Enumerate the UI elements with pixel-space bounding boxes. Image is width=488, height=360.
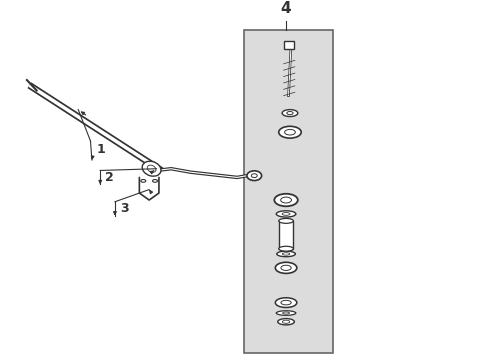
- Ellipse shape: [280, 300, 290, 305]
- Ellipse shape: [282, 109, 297, 117]
- Ellipse shape: [282, 212, 289, 215]
- Ellipse shape: [278, 246, 293, 251]
- Ellipse shape: [280, 265, 290, 270]
- Ellipse shape: [276, 251, 295, 257]
- Bar: [283, 41, 294, 49]
- Ellipse shape: [275, 298, 296, 307]
- Ellipse shape: [286, 112, 292, 114]
- Ellipse shape: [278, 219, 293, 223]
- Ellipse shape: [274, 194, 297, 206]
- Ellipse shape: [142, 161, 161, 176]
- Ellipse shape: [276, 311, 295, 315]
- Ellipse shape: [276, 211, 295, 217]
- Ellipse shape: [275, 262, 296, 273]
- Bar: [278, 221, 293, 249]
- Ellipse shape: [147, 165, 156, 172]
- Ellipse shape: [282, 253, 289, 255]
- Ellipse shape: [152, 180, 157, 182]
- Text: 1: 1: [96, 143, 105, 156]
- Text: 3: 3: [120, 202, 128, 215]
- Ellipse shape: [278, 126, 301, 138]
- Text: 4: 4: [280, 1, 291, 16]
- Ellipse shape: [284, 130, 295, 135]
- Ellipse shape: [141, 180, 145, 182]
- Ellipse shape: [282, 312, 289, 314]
- Ellipse shape: [251, 174, 257, 177]
- Ellipse shape: [246, 171, 261, 181]
- Text: 2: 2: [105, 171, 114, 184]
- Ellipse shape: [280, 197, 291, 203]
- Ellipse shape: [282, 320, 289, 323]
- Bar: [244, 30, 332, 353]
- Ellipse shape: [277, 319, 294, 325]
